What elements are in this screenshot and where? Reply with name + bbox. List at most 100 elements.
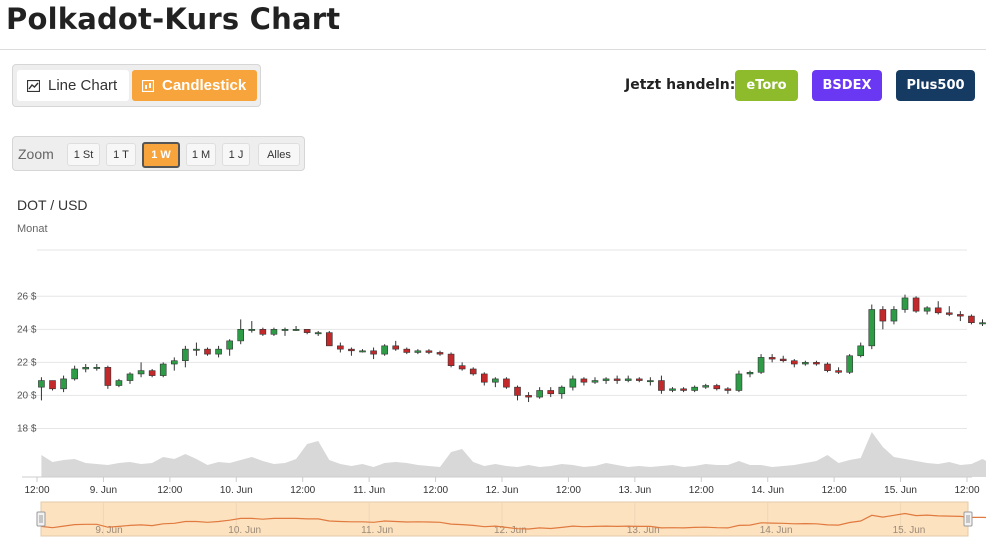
candle[interactable] — [768, 354, 776, 363]
candle[interactable] — [281, 327, 289, 336]
candle[interactable] — [835, 367, 842, 374]
plus500-button[interactable]: Plus500 — [896, 70, 975, 101]
candle[interactable] — [137, 362, 145, 378]
candle[interactable] — [979, 319, 986, 327]
candle[interactable] — [226, 339, 233, 356]
candle[interactable] — [658, 375, 665, 394]
candle[interactable] — [447, 352, 455, 368]
candle[interactable] — [403, 347, 411, 355]
zoom-1d-button[interactable]: 1 T — [106, 143, 136, 166]
candle[interactable] — [813, 360, 820, 366]
candle[interactable] — [49, 380, 56, 391]
candle[interactable] — [492, 377, 499, 388]
candle[interactable] — [790, 359, 798, 368]
candle[interactable] — [934, 301, 942, 315]
candle[interactable] — [923, 306, 931, 315]
candle[interactable] — [779, 355, 787, 363]
candle[interactable] — [215, 345, 222, 358]
candle[interactable] — [248, 321, 256, 333]
line-chart-button[interactable]: Line Chart — [17, 70, 129, 101]
candle[interactable] — [746, 370, 754, 378]
zoom-1w-button[interactable]: 1 W — [142, 142, 180, 168]
candle[interactable] — [724, 387, 732, 394]
candle[interactable] — [425, 349, 433, 355]
candle[interactable] — [735, 370, 743, 393]
candle[interactable] — [193, 342, 200, 356]
candle[interactable] — [558, 385, 566, 399]
candle[interactable] — [503, 377, 510, 389]
candle[interactable] — [569, 375, 577, 391]
candle[interactable] — [945, 306, 953, 317]
candle[interactable] — [713, 383, 721, 391]
candle[interactable] — [204, 347, 211, 356]
candle[interactable] — [93, 364, 101, 371]
candle[interactable] — [458, 362, 466, 371]
candle[interactable] — [702, 383, 710, 389]
candle[interactable] — [292, 326, 300, 331]
candle[interactable] — [392, 340, 400, 351]
candle[interactable] — [348, 347, 355, 356]
candle[interactable] — [38, 377, 45, 401]
candlestick-button[interactable]: Candlestick — [132, 70, 257, 101]
candle[interactable] — [669, 387, 676, 393]
candle[interactable] — [480, 372, 488, 386]
candle[interactable] — [159, 362, 167, 378]
candle[interactable] — [71, 365, 78, 381]
candle[interactable] — [547, 387, 555, 398]
zoom-1h-button[interactable]: 1 St — [67, 143, 100, 166]
candle[interactable] — [148, 368, 156, 378]
price-chart[interactable]: 26 $ 24 $ 22 $ 20 $ 18 $ 12:00 9. Jun 12:00 10.… — [0, 240, 986, 557]
navigator-right-handle[interactable] — [963, 511, 973, 527]
bsdex-button[interactable]: BSDEX — [812, 70, 882, 101]
etoro-button[interactable]: eToro — [735, 70, 798, 101]
candle[interactable] — [580, 377, 588, 386]
candle[interactable] — [337, 342, 344, 353]
candle[interactable] — [680, 387, 687, 393]
zoom-all-button[interactable]: Alles — [258, 143, 300, 166]
candle[interactable] — [126, 372, 134, 384]
candle[interactable] — [259, 327, 267, 336]
candle[interactable] — [303, 329, 311, 335]
candle[interactable] — [115, 378, 123, 388]
candle[interactable] — [414, 349, 422, 355]
candle[interactable] — [602, 377, 610, 384]
zoom-1m-button[interactable]: 1 M — [186, 143, 216, 166]
candle[interactable] — [647, 377, 654, 386]
candle[interactable] — [912, 296, 920, 313]
candle[interactable] — [82, 364, 90, 373]
candle[interactable] — [325, 330, 333, 347]
candle[interactable] — [957, 311, 964, 322]
candle[interactable] — [237, 319, 245, 345]
candle[interactable] — [591, 377, 599, 384]
candle[interactable] — [857, 342, 865, 358]
zoom-1y-button[interactable]: 1 J — [222, 143, 250, 166]
candle[interactable] — [370, 347, 377, 360]
candle[interactable] — [846, 354, 853, 374]
candle[interactable] — [270, 327, 278, 336]
candle[interactable] — [104, 365, 112, 389]
candle[interactable] — [314, 330, 322, 336]
candle[interactable] — [624, 375, 632, 383]
candle[interactable] — [359, 349, 366, 353]
candle[interactable] — [525, 392, 532, 403]
candle[interactable] — [824, 362, 831, 373]
candle[interactable] — [879, 306, 887, 330]
candle[interactable] — [890, 306, 898, 325]
candle[interactable] — [469, 367, 477, 376]
candle[interactable] — [691, 385, 698, 393]
candle[interactable] — [170, 357, 178, 371]
candle[interactable] — [381, 344, 388, 356]
candle[interactable] — [901, 294, 909, 313]
candle[interactable] — [613, 375, 621, 384]
candle[interactable] — [968, 314, 975, 325]
candle[interactable] — [436, 350, 444, 356]
candle-series[interactable] — [38, 294, 986, 403]
candle[interactable] — [757, 354, 765, 374]
navigator-left-handle[interactable] — [36, 511, 46, 527]
candle[interactable] — [514, 385, 521, 401]
candle[interactable] — [868, 304, 876, 350]
candle[interactable] — [60, 375, 67, 393]
candle[interactable] — [182, 345, 189, 368]
candle[interactable] — [536, 387, 543, 399]
candle[interactable] — [802, 360, 809, 366]
